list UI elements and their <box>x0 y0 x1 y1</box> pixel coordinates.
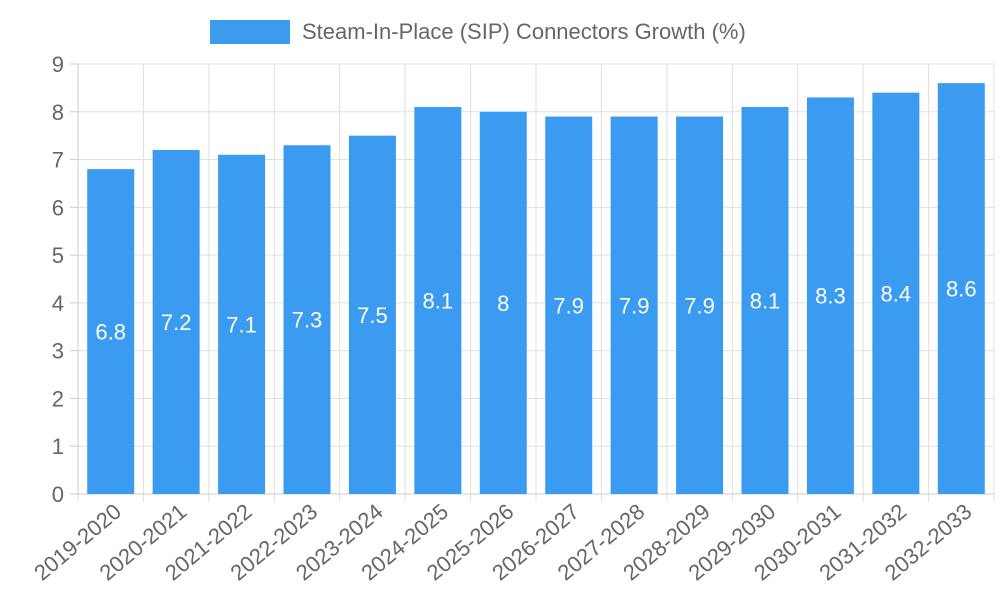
bar[interactable] <box>152 150 200 494</box>
data-label: 8.6 <box>946 277 977 302</box>
data-label: 8.3 <box>815 284 846 309</box>
y-tick-label: 1 <box>52 434 64 459</box>
bar[interactable] <box>545 116 593 495</box>
bar[interactable] <box>479 111 527 495</box>
y-tick-label: 0 <box>52 482 64 507</box>
bar[interactable] <box>806 97 854 494</box>
data-label: 7.9 <box>553 293 584 318</box>
y-tick-label: 3 <box>52 339 64 364</box>
y-tick-label: 8 <box>52 100 64 125</box>
data-label: 7.2 <box>161 310 192 335</box>
y-tick-label: 4 <box>52 291 64 316</box>
data-label: 6.8 <box>95 320 126 345</box>
legend-swatch <box>210 20 290 44</box>
data-label: 7.3 <box>292 308 323 333</box>
legend-label: Steam-In-Place (SIP) Connectors Growth (… <box>302 19 746 44</box>
bar[interactable] <box>87 169 135 494</box>
bar[interactable] <box>610 116 658 495</box>
grid <box>77 63 995 502</box>
data-label: 8.1 <box>423 289 454 314</box>
bar[interactable] <box>218 154 266 494</box>
data-label: 7.1 <box>226 312 257 337</box>
y-tick-label: 9 <box>52 52 64 77</box>
data-label: 7.5 <box>357 303 388 328</box>
data-label: 8.1 <box>750 289 781 314</box>
y-tick-label: 5 <box>52 243 64 268</box>
data-label: 7.9 <box>684 293 715 318</box>
bars <box>87 83 985 495</box>
y-tick-label: 2 <box>52 386 64 411</box>
bar[interactable] <box>414 107 462 494</box>
bar[interactable] <box>741 107 789 494</box>
bar[interactable] <box>283 145 331 494</box>
y-tick-label: 7 <box>52 148 64 173</box>
data-label: 7.9 <box>619 293 650 318</box>
data-label: 8.4 <box>881 281 912 306</box>
data-label: 8 <box>497 291 509 316</box>
bar[interactable] <box>937 83 985 494</box>
data-labels: 6.8 7.2 7.1 7.3 7.5 8.1 8 7.9 7.9 7.9 8.1 8.3 8.4 8.6 <box>95 277 976 345</box>
bar[interactable] <box>676 116 724 495</box>
bar[interactable] <box>348 135 396 494</box>
bar[interactable] <box>872 92 920 495</box>
y-tick-label: 6 <box>52 195 64 220</box>
legend[interactable]: Steam-In-Place (SIP) Connectors Growth (… <box>210 19 746 44</box>
